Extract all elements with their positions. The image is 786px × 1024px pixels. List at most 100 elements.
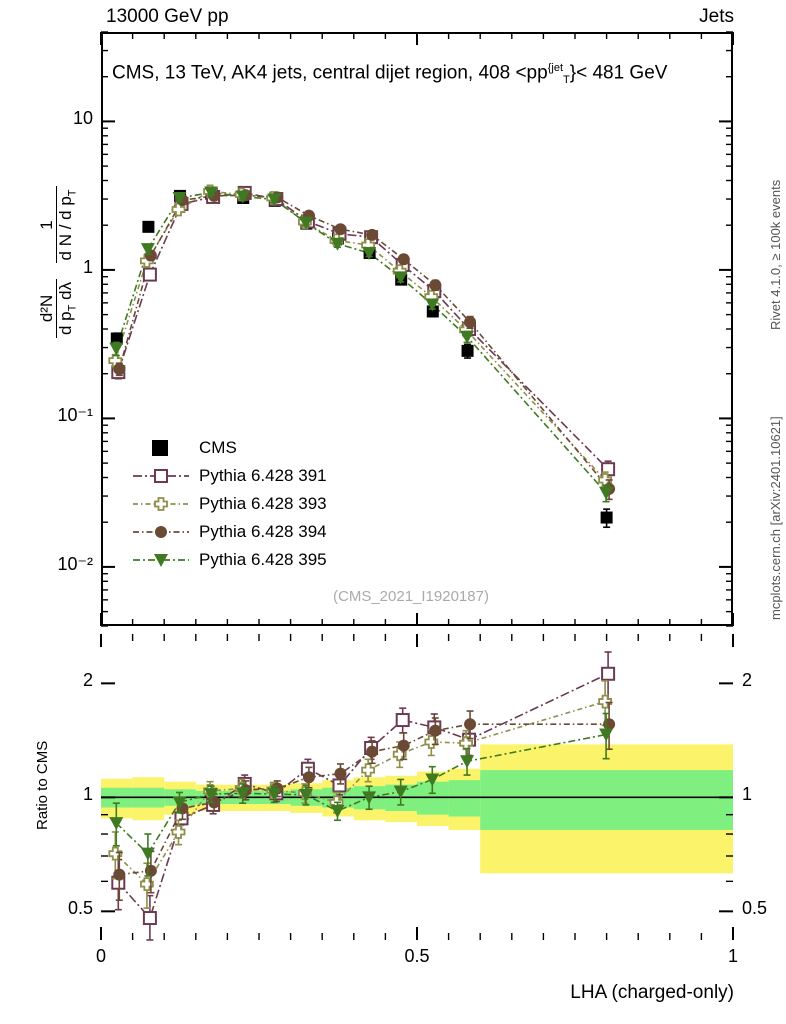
filled-triangle-marker (599, 728, 614, 742)
legend-key (133, 493, 189, 515)
y-tick-label-ratio: 2 (82, 670, 93, 691)
open-cross-marker (424, 735, 439, 749)
open-square-marker (332, 778, 347, 793)
legend-marker (154, 469, 168, 483)
open-square-marker (601, 666, 616, 681)
analysis-group-label: Jets (699, 6, 734, 27)
filled-circle-marker (155, 526, 167, 538)
filled-triangle-marker (298, 216, 313, 230)
filled-triangle-marker (298, 788, 313, 802)
legend-marker (154, 554, 168, 567)
y-tick-label-ratio: 1 (82, 784, 93, 805)
filled-triangle-marker (267, 193, 282, 207)
filled-triangle-marker (172, 796, 187, 810)
main-y-ticks (101, 31, 733, 627)
filled-triangle-marker (172, 191, 187, 205)
filled-circle-marker (397, 739, 410, 752)
filled-circle-marker (366, 745, 379, 758)
legend-item-label: Pythia 6.428 391 (199, 466, 327, 485)
filled-square-marker (600, 511, 613, 524)
page-title: CMS, 13 TeV, AK4 jets, central dijet reg… (112, 62, 668, 87)
legend-item-pythia-6-428-394[interactable]: Pythia 6.428 394 (133, 518, 327, 546)
x-axis-label: LHA (charged-only) (570, 982, 734, 1003)
legend-item-pythia-6-428-391[interactable]: Pythia 6.428 391 (133, 462, 327, 490)
filled-triangle-marker (235, 190, 250, 204)
legend-key (133, 465, 189, 487)
filled-circle-marker (603, 718, 616, 731)
legend-item-pythia-6-428-395[interactable]: Pythia 6.428 395 (133, 546, 327, 574)
filled-triangle-marker (425, 773, 440, 787)
filled-circle-marker (302, 771, 315, 784)
open-cross-marker (361, 763, 376, 778)
legend-key-line (133, 526, 189, 538)
filled-circle-marker (334, 767, 347, 780)
filled-triangle-marker (140, 243, 155, 257)
filled-circle-marker (429, 724, 442, 737)
legend-item-pythia-6-428-393[interactable]: Pythia 6.428 393 (133, 490, 327, 518)
open-square-marker (142, 911, 157, 926)
open-cross-marker (392, 747, 407, 762)
filled-triangle-marker (330, 805, 345, 819)
open-square-marker (142, 267, 157, 282)
y-tick-label-main: 10 (72, 108, 93, 129)
main-x-ticks (100, 32, 734, 626)
filled-circle-marker (397, 253, 410, 266)
open-cross-marker (154, 497, 168, 511)
ratio-x-ticks (100, 634, 734, 940)
y-tick-label-ratio-right: 0.5 (742, 898, 768, 919)
title-superscript: {jet (547, 62, 563, 74)
filled-triangle-marker (109, 817, 124, 831)
filled-triangle-marker (140, 847, 155, 861)
legend-marker (154, 497, 168, 511)
analysis-id-watermark: (CMS_2021_I1920187) (333, 588, 489, 605)
legend-item-label: CMS (199, 438, 237, 457)
open-cross-marker (598, 694, 612, 709)
series-line (117, 192, 609, 470)
legend-key-line (133, 554, 189, 567)
x-tick-label: 0 (95, 946, 106, 966)
legend-item-label: Pythia 6.428 395 (199, 550, 327, 569)
main-points-Pythia-6-428-395 (109, 186, 614, 503)
main-line-Pythia-6-428-391 (117, 192, 609, 470)
filled-triangle-marker (460, 330, 475, 344)
filled-square-marker (461, 344, 474, 357)
legend: CMS Pythia 6.428 391 Pythia 6.428 393 Pythi… (133, 434, 327, 574)
ratio-y-ticks (101, 682, 733, 913)
filled-circle-marker (429, 279, 442, 292)
filled-circle-marker (464, 718, 477, 731)
y-tick-label-main: 10⁻¹ (57, 405, 93, 426)
filled-circle-marker (366, 228, 379, 241)
band-inner (448, 780, 481, 817)
filled-triangle-marker (154, 554, 168, 567)
y-tick-label-ratio-right: 2 (742, 670, 753, 691)
legend-key (133, 549, 189, 571)
x-tick-label: 0.5 (404, 946, 430, 966)
legend-marker (155, 526, 167, 538)
legend-key (133, 437, 189, 459)
open-cross-marker (139, 877, 154, 892)
open-cross-marker (171, 825, 186, 839)
filled-triangle-marker (204, 788, 219, 802)
filled-triangle-marker (235, 787, 250, 801)
filled-triangle-marker (267, 788, 282, 802)
open-cross-marker (108, 846, 123, 861)
filled-circle-marker (144, 864, 157, 877)
y-tick-label-main: 1 (82, 256, 93, 277)
filled-triangle-marker (362, 246, 377, 260)
legend-item-label: Pythia 6.428 393 (199, 494, 327, 513)
main-plot-frame (101, 32, 733, 626)
y-tick-label-ratio: 0.5 (67, 898, 93, 919)
legend-key-line (133, 497, 189, 511)
legend-key-line (133, 469, 189, 483)
filled-circle-marker (113, 363, 126, 376)
filled-square-marker (142, 220, 155, 233)
filled-square-marker (110, 332, 123, 345)
y-tick-label-ratio-right: 1 (742, 784, 753, 805)
ratio-points-Pythia-6-428-395 (109, 712, 614, 877)
legend-item-cms[interactable]: CMS (133, 434, 327, 462)
title-subscript: T (563, 74, 570, 87)
filled-circle-marker (113, 868, 126, 881)
filled-triangle-marker (362, 791, 377, 805)
band-inner (480, 770, 733, 830)
